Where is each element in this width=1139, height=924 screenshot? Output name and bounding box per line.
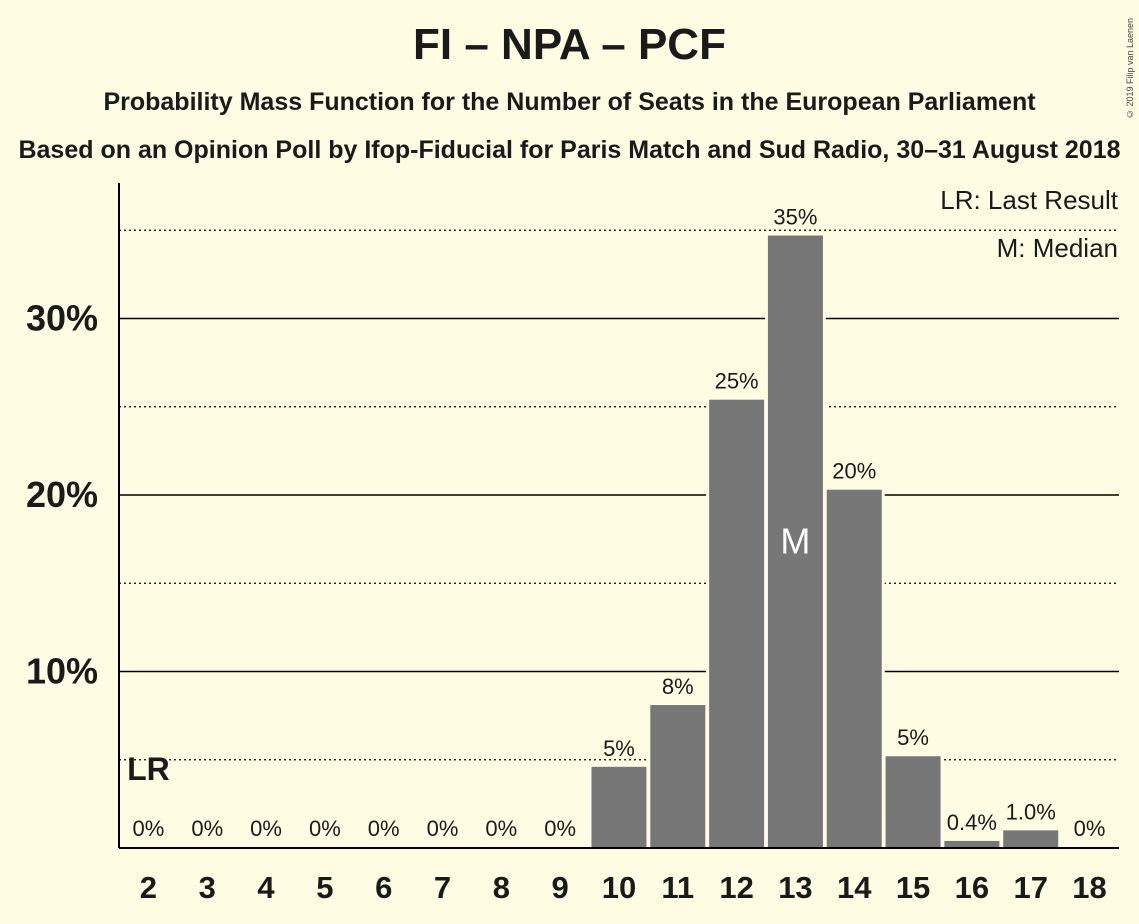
data-label: 35% (773, 205, 817, 230)
bar-seat-15 (885, 756, 941, 848)
x-tick-label: 7 (434, 870, 451, 905)
bar-seat-16 (944, 840, 1000, 848)
bar-seat-17 (1003, 830, 1059, 848)
bar-seat-14 (826, 489, 882, 848)
x-tick-label: 13 (778, 870, 812, 905)
data-label: 0.4% (947, 810, 997, 835)
gridlines (119, 229, 1119, 761)
x-tick-label: 14 (837, 870, 872, 905)
data-label: 0% (133, 816, 165, 841)
data-labels: 0%2LR0%30%40%50%60%70%80%95%108%1125%123… (26, 205, 1107, 905)
y-tick-label: 20% (26, 474, 98, 515)
x-tick-label: 6 (375, 870, 392, 905)
x-tick-label: 12 (719, 870, 753, 905)
x-tick-label: 5 (316, 870, 333, 905)
x-tick-label: 18 (1072, 870, 1106, 905)
data-label: 0% (485, 816, 517, 841)
data-label: 25% (715, 369, 759, 394)
y-tick-label: 10% (26, 651, 98, 692)
legend-last-result: LR: Last Result (940, 185, 1119, 215)
x-tick-label: 15 (896, 870, 930, 905)
chart-title: FI – NPA – PCF (413, 20, 726, 69)
data-label: 5% (603, 736, 635, 761)
legend-median: M: Median (997, 233, 1118, 263)
bar-seat-11 (650, 705, 706, 848)
bar-seat-12 (709, 399, 765, 848)
median-marker: M (780, 521, 810, 562)
x-tick-label: 4 (257, 870, 275, 905)
data-label: 5% (897, 725, 929, 750)
x-tick-label: 17 (1013, 870, 1047, 905)
data-label: 1.0% (1006, 799, 1056, 824)
x-tick-label: 8 (493, 870, 510, 905)
data-label: 8% (662, 674, 694, 699)
chart-source-line: Based on an Opinion Poll by Ifop-Fiducia… (18, 136, 1121, 164)
data-label: 0% (368, 816, 400, 841)
legend: LR: Last Result M: Median (940, 185, 1119, 263)
last-result-marker: LR (127, 751, 170, 787)
x-tick-label: 3 (199, 870, 216, 905)
x-tick-label: 11 (661, 870, 694, 905)
bar-seat-10 (591, 766, 647, 848)
x-tick-label: 16 (955, 870, 989, 905)
x-tick-label: 9 (552, 870, 569, 905)
bars (588, 234, 1062, 849)
data-label: 0% (309, 816, 341, 841)
data-label: 0% (544, 816, 576, 841)
chart-subtitle: Probability Mass Function for the Number… (103, 88, 1036, 116)
data-label: 0% (191, 816, 223, 841)
y-tick-label: 30% (26, 298, 98, 339)
axes (118, 183, 1119, 849)
x-tick-label: 2 (140, 870, 157, 905)
data-label: 0% (1074, 816, 1106, 841)
x-tick-label: 10 (602, 870, 636, 905)
data-label: 0% (250, 816, 282, 841)
data-label: 0% (427, 816, 459, 841)
bar-seat-13 (767, 235, 823, 849)
data-label: 20% (832, 459, 876, 484)
